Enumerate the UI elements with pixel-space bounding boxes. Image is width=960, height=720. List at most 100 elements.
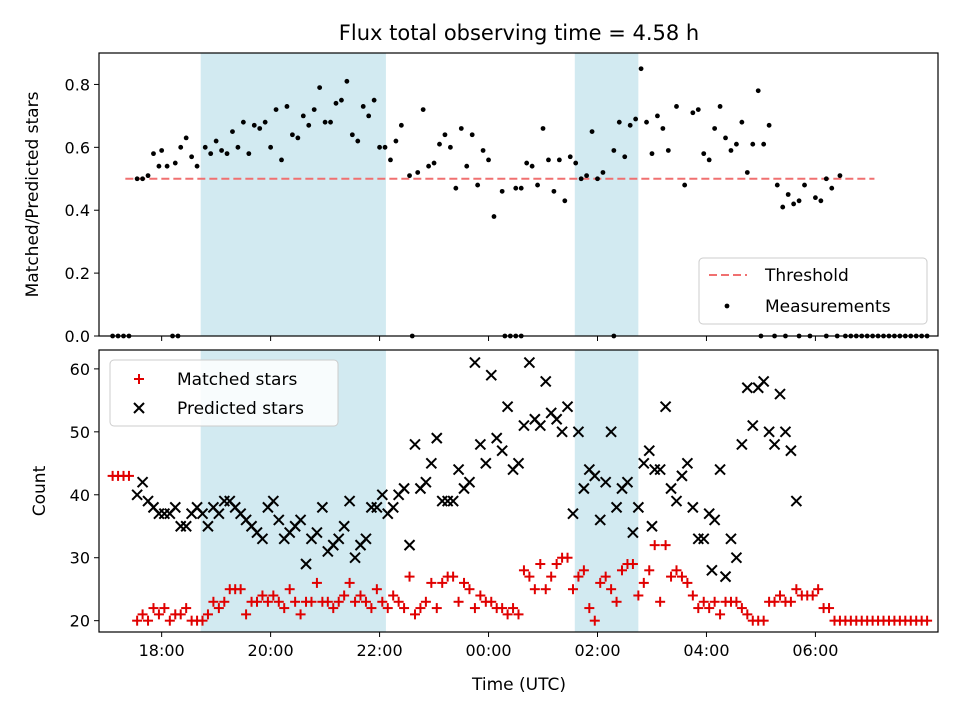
matched-star-point <box>704 603 715 614</box>
matched-star-point <box>251 596 262 607</box>
predicted-star-point <box>273 514 285 526</box>
measurement-point <box>246 151 252 157</box>
predicted-star-point <box>632 501 645 514</box>
matched-star-point <box>715 609 726 620</box>
bottom-x-tick-label: 22:00 <box>357 641 403 660</box>
legend-threshold-label: Threshold <box>764 266 849 286</box>
measurement-point <box>290 132 295 138</box>
matched-star-point <box>415 603 426 614</box>
matched-star-point <box>137 609 148 620</box>
measurement-point <box>257 126 263 131</box>
legend-matched-swatch <box>134 374 144 384</box>
predicted-star-point <box>316 501 329 514</box>
measurement-point <box>723 135 728 141</box>
matched-star-point <box>486 596 497 607</box>
measurement-point <box>682 182 688 188</box>
matched-star-point <box>824 603 835 614</box>
measurement-point <box>279 157 284 163</box>
measurement-point <box>813 195 818 201</box>
bottom-y-tick-label: 40 <box>70 486 90 505</box>
predicted-star-point <box>757 375 770 388</box>
measurement-point <box>366 113 372 119</box>
matched-star-point <box>535 559 546 570</box>
measurement-point <box>235 144 241 150</box>
matched-star-point <box>257 590 268 601</box>
predicted-star-point <box>540 375 552 388</box>
predicted-star-point <box>681 457 694 470</box>
predicted-star-point <box>496 445 508 457</box>
matched-star-point <box>676 571 687 582</box>
measurement-point <box>349 132 355 138</box>
measurement-point <box>518 185 524 191</box>
measurement-point <box>622 154 628 160</box>
matched-star-point <box>377 596 388 607</box>
predicted-star-point <box>136 476 149 488</box>
predicted-star-point <box>311 526 323 539</box>
matched-star-point <box>529 584 540 595</box>
predicted-star-point <box>692 533 704 545</box>
predicted-star-point <box>387 501 399 514</box>
matched-star-point <box>295 609 306 620</box>
predicted-star-point <box>343 495 356 507</box>
matched-star-point <box>666 571 677 582</box>
matched-star-point <box>123 470 134 481</box>
bottom-x-tick-label: 20:00 <box>248 641 294 660</box>
predicted-star-point <box>648 463 661 476</box>
measurement-point <box>616 119 622 125</box>
measurement-point <box>437 141 442 147</box>
measurement-point <box>194 163 200 169</box>
measurement-point <box>469 132 475 138</box>
measurement-point <box>360 104 366 109</box>
measurement-point <box>540 126 546 131</box>
predicted-star-point <box>300 558 312 570</box>
top-shaded-interval <box>574 53 639 336</box>
predicted-star-point <box>420 476 432 488</box>
predicted-star-point <box>153 507 165 520</box>
predicted-star-point <box>610 501 623 514</box>
top-legend-box <box>698 257 928 325</box>
matched-star-point <box>322 596 333 607</box>
matched-star-point <box>698 596 709 607</box>
matched-star-point <box>208 596 219 607</box>
predicted-star-point <box>436 495 448 507</box>
measurement-point <box>761 141 767 147</box>
matched-star-point <box>682 577 693 588</box>
bottom-legend-box <box>109 359 339 427</box>
matched-star-point <box>573 571 584 582</box>
measurement-point <box>284 104 290 109</box>
measurement-point <box>633 116 639 122</box>
matched-star-point <box>502 609 513 620</box>
matched-star-point <box>306 596 317 607</box>
measurement-point <box>595 176 600 182</box>
predicted-star-point <box>706 564 718 577</box>
measurement-point <box>766 122 772 128</box>
measurement-point <box>644 119 649 125</box>
predicted-star-point <box>670 495 683 507</box>
bottom-legend: Matched stars Predicted stars <box>109 359 339 427</box>
predicted-star-point <box>452 463 465 476</box>
measurement-point <box>208 151 214 157</box>
predicted-star-point <box>175 520 187 532</box>
measurement-point <box>339 97 344 103</box>
matched-star-point <box>143 615 154 626</box>
predicted-star-point <box>599 476 612 488</box>
matched-star-point <box>393 596 404 607</box>
matched-star-point <box>464 584 475 595</box>
bottom-y-tick-label: 60 <box>70 360 90 379</box>
measurement-point <box>556 157 562 163</box>
matched-star-point <box>633 590 644 601</box>
measurement-point <box>739 119 745 125</box>
matched-star-point <box>649 540 660 551</box>
predicted-star-point <box>556 426 568 438</box>
matched-star-point <box>709 596 720 607</box>
predicted-star-point <box>398 482 410 495</box>
measurement-point <box>145 173 151 179</box>
predicted-star-point <box>403 539 416 551</box>
predicted-star-point <box>790 495 803 507</box>
matched-star-point <box>922 615 933 626</box>
predicted-star-point <box>687 501 699 514</box>
matched-star-point <box>290 596 301 607</box>
matched-star-point <box>551 559 562 570</box>
matched-star-point <box>617 565 628 576</box>
predicted-star-point <box>654 463 666 476</box>
